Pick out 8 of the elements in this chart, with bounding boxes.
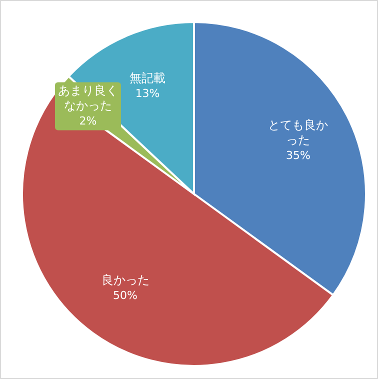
slice-label: とても良かった — [268, 118, 328, 148]
data-label: 50% — [113, 289, 138, 302]
data-label: 2% — [79, 114, 97, 128]
slice-label: あまり良くなかった — [58, 84, 118, 113]
slice-label: 良かった — [101, 273, 150, 288]
data-label: 13% — [135, 87, 160, 100]
data-label: 35% — [286, 148, 310, 162]
slice-label: 無記載 — [130, 71, 166, 86]
